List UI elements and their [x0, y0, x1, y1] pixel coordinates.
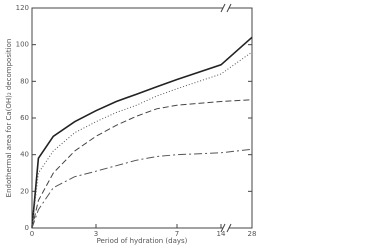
- x-tick-label: 28: [248, 230, 257, 238]
- x-tick-label: 14: [217, 230, 226, 238]
- y-tick-label: 120: [16, 4, 29, 12]
- y-tick-label: 100: [16, 41, 29, 49]
- data-line: [31, 36, 253, 229]
- data-line: [31, 148, 253, 229]
- data-line: [31, 99, 253, 229]
- x-tick-label: 3: [94, 230, 98, 238]
- y-tick-label: 80: [20, 77, 29, 85]
- y-tick-label: 0: [25, 224, 29, 232]
- y-tick-label: 20: [20, 187, 29, 195]
- axis-break: [220, 3, 232, 13]
- y-axis-label: Endothermal area for Ca(OH)₂ decompositi…: [5, 39, 13, 198]
- x-axis-label: Period of hydration (days): [97, 237, 188, 245]
- y-tick-label: 40: [20, 151, 29, 159]
- axis-break: [220, 223, 232, 233]
- axis-break-gap: [223, 6, 229, 10]
- x-tick-label: 0: [30, 230, 34, 238]
- x-tick-label: 7: [175, 230, 179, 238]
- data-line: [31, 51, 253, 229]
- plot-frame: [31, 7, 253, 229]
- axis-break-gap: [223, 226, 229, 230]
- y-tick-label: 60: [20, 114, 29, 122]
